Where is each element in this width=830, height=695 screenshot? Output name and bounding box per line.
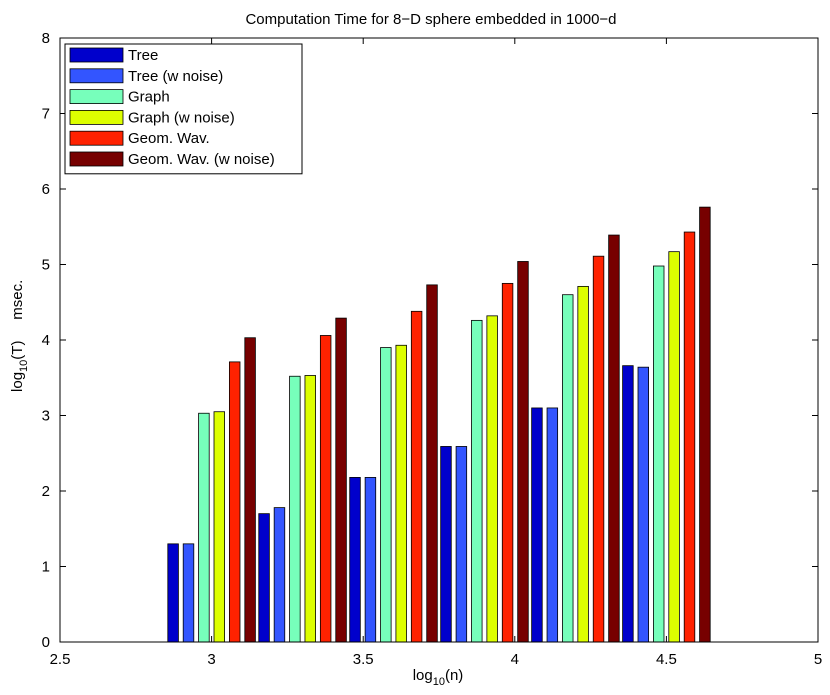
bar-6-group-6 — [699, 206, 711, 643]
y-axis-label: log10(T) msec. — [9, 259, 30, 421]
bar-1-group-1 — [167, 543, 179, 643]
bar-2-group-1 — [182, 543, 195, 643]
bar-6-group-4 — [517, 261, 529, 643]
x-axis-label-rest: (n) — [445, 667, 463, 684]
ticks-layer: 2.5 3 3.5 4 4.5 5 0 1 2 3 4 5 6 7 8 — [42, 30, 823, 668]
bar-1-group-4 — [440, 446, 452, 643]
bar-3-group-4 — [471, 319, 483, 643]
legend-swatch-2 — [69, 68, 124, 84]
bar-2-group-5 — [546, 407, 559, 643]
y-axis-label-rest: (T) msec. — [9, 280, 26, 360]
y-tick-label: 7 — [42, 106, 50, 123]
legend-swatch-6 — [69, 151, 124, 167]
bar-2-group-4 — [455, 446, 468, 643]
legend-label-2: Tree (w noise) — [128, 68, 223, 85]
y-tick-label: 0 — [42, 634, 50, 651]
bar-4-group-4 — [486, 315, 498, 643]
legend-label-3: Graph — [128, 89, 170, 106]
y-axis-label-base: log — [9, 372, 26, 392]
legend-label-6: Geom. Wav. (w noise) — [128, 151, 275, 168]
legend-swatch-5 — [69, 130, 124, 146]
bar-6-group-2 — [335, 317, 347, 643]
legend-label-5: Geom. Wav. — [128, 130, 210, 147]
bar-5-group-1 — [228, 361, 241, 643]
bar-1-group-5 — [531, 407, 543, 643]
bar-5-group-2 — [319, 335, 332, 643]
bar-3-group-6 — [653, 265, 665, 643]
bar-3-group-2 — [289, 375, 301, 643]
y-tick-label: 4 — [42, 332, 50, 349]
bar-2-group-2 — [273, 507, 286, 643]
x-tick-label: 3 — [207, 651, 215, 668]
chart-title: Computation Time for 8−D sphere embedded… — [245, 11, 616, 28]
bar-6-group-1 — [244, 337, 256, 643]
bars-layer — [167, 206, 711, 643]
bar-5-group-4 — [501, 282, 514, 643]
bar-1-group-6 — [622, 365, 634, 643]
legend: Tree Tree (w noise) Graph Graph (w noise) Ge… — [64, 43, 303, 175]
legend-swatch-1 — [69, 47, 124, 63]
bar-3-group-1 — [198, 412, 210, 643]
bar-2-group-3 — [364, 477, 377, 643]
x-axis-label-subscript: 10 — [433, 676, 445, 688]
y-tick-label: 6 — [42, 181, 50, 198]
bar-6-group-5 — [608, 234, 620, 643]
legend-swatch-4 — [69, 110, 124, 125]
legend-swatch-3 — [69, 89, 124, 104]
y-tick-label: 5 — [42, 257, 50, 274]
y-tick-label: 3 — [42, 408, 50, 425]
bar-4-group-3 — [395, 344, 407, 643]
bar-3-group-3 — [380, 347, 392, 643]
y-axis-label-subscript: 10 — [18, 360, 30, 372]
y-tick-label: 1 — [42, 559, 50, 576]
bar-4-group-2 — [304, 375, 316, 643]
bar-4-group-1 — [213, 411, 226, 643]
x-tick-label: 5 — [814, 651, 822, 668]
bar-3-group-5 — [562, 294, 574, 643]
bar-4-group-5 — [577, 285, 589, 643]
y-tick-label: 8 — [42, 30, 50, 47]
x-tick-label: 4.5 — [656, 651, 677, 668]
bar-5-group-3 — [410, 310, 423, 643]
x-tick-label: 2.5 — [50, 651, 71, 668]
bar-1-group-3 — [349, 477, 361, 643]
x-tick-label: 4 — [511, 651, 519, 668]
y-tick-label: 2 — [42, 483, 50, 500]
bar-5-group-5 — [592, 255, 605, 643]
bar-5-group-6 — [683, 231, 696, 643]
bar-4-group-6 — [668, 251, 680, 643]
x-axis-label: log10(n) — [413, 667, 464, 688]
x-axis-label-base: log — [413, 667, 433, 684]
legend-label-4: Graph (w noise) — [128, 109, 235, 126]
bar-2-group-6 — [637, 366, 650, 643]
bar-1-group-2 — [258, 513, 270, 643]
bar-6-group-3 — [426, 284, 438, 643]
x-tick-label: 3.5 — [353, 651, 374, 668]
legend-label-1: Tree — [128, 47, 158, 64]
